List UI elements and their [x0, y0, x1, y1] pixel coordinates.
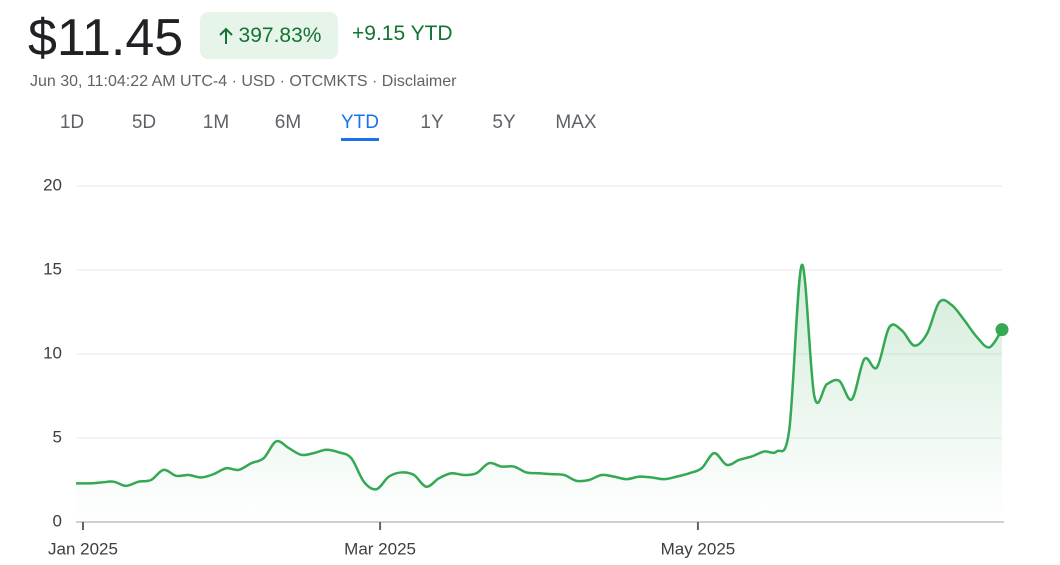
range-tab-label[interactable]: 5D: [131, 112, 157, 133]
range-tab[interactable]: 1M: [180, 112, 252, 142]
change-percent: 397.83%: [238, 23, 322, 47]
range-tab[interactable]: 6M: [252, 112, 324, 142]
area: [76, 264, 1002, 522]
range-tab[interactable]: 1D: [36, 112, 108, 142]
range-tab-label[interactable]: 5Y: [492, 112, 516, 133]
subtitle: Jun 30, 11:04:22 AM UTC-4 · USD · OTCMKT…: [30, 73, 457, 90]
range-tab[interactable]: YTD: [324, 112, 396, 142]
last-point: [995, 323, 1009, 337]
price-line: [75, 263, 1004, 491]
range-tab[interactable]: MAX: [540, 112, 612, 142]
range-tab[interactable]: 5Y: [468, 112, 540, 142]
x-tick-label: May 2025: [661, 539, 736, 558]
up-arrow: [218, 27, 233, 44]
y-tick-label: 0: [53, 511, 62, 530]
change-abs: +9.15 YTD: [352, 22, 453, 45]
y-tick-label: 5: [53, 427, 62, 446]
range-tabs: 1D 5D 1M 6M YTD 1Y 5Y MAX: [36, 112, 612, 142]
change-badge: 397.83%: [200, 12, 338, 59]
x-tick-label: Mar 2025: [344, 539, 416, 558]
range-tab-label[interactable]: 6M: [274, 112, 302, 133]
y-tick-label: 20: [43, 175, 62, 194]
range-tab-label[interactable]: 1Y: [420, 112, 444, 133]
y-tick-label: 10: [43, 343, 62, 362]
range-tab[interactable]: 1Y: [396, 112, 468, 142]
y-tick-label: 15: [43, 259, 62, 278]
range-tab-label[interactable]: YTD: [341, 112, 379, 141]
range-tab-label[interactable]: 1D: [59, 112, 85, 133]
range-tab-label[interactable]: 1M: [202, 112, 230, 133]
x-tick-label: Jan 2025: [48, 539, 118, 558]
range-tab-label[interactable]: MAX: [555, 112, 597, 133]
price: $11.45: [28, 9, 184, 67]
range-tab[interactable]: 5D: [108, 112, 180, 142]
